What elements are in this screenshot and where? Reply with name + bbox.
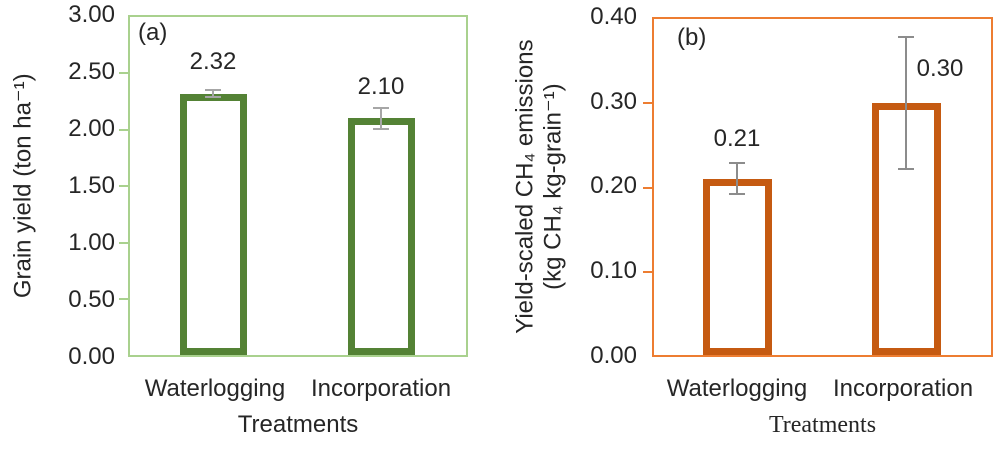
panel-b-ch4-emissions: Yield-scaled CH₄ emissions (kg CH₄ kg-gr… <box>500 0 1000 451</box>
panel-letter-a: (a) <box>138 19 168 46</box>
y-tick-mark <box>119 242 128 244</box>
plot-area-b: 0.21 0.30 <box>643 17 993 357</box>
x-axis-title-a: Treatments <box>237 411 359 438</box>
y-tick-label: 2.00 <box>68 115 115 142</box>
y-tick-label: 0.20 <box>590 172 637 199</box>
y-axis-title-b-line1: Yield-scaled CH₄ emissions <box>511 39 539 335</box>
y-tick-mark <box>643 187 652 189</box>
y-tick-mark <box>643 271 652 273</box>
bar-waterlogging-a <box>180 93 247 355</box>
category-label-waterlogging-a: Waterlogging <box>144 375 286 402</box>
y-tick-mark <box>119 129 128 131</box>
y-axis-title-wrap-b: Yield-scaled CH₄ emissions (kg CH₄ kg-gr… <box>502 17 576 357</box>
value-label-incorporation-a: 2.10 <box>357 73 405 100</box>
y-axis-title-b-line2: (kg CH₄ kg-grain⁻¹) <box>539 83 566 291</box>
y-tick-label: 3.00 <box>68 1 115 28</box>
y-tick-mark <box>643 102 652 104</box>
error-bar-incorporation-b <box>898 35 914 171</box>
y-tick-mark <box>119 298 128 300</box>
panel-a-grain-yield: Grain yield (ton ha⁻¹) 3.00 2.50 2.00 1.… <box>9 1 468 438</box>
y-tick-label: 0.00 <box>68 343 115 370</box>
y-tick-mark <box>119 185 128 187</box>
plot-area-a: 2.32 2.10 <box>119 15 468 357</box>
panel-letter-b: (b) <box>677 24 707 51</box>
category-label-waterlogging-b: Waterlogging <box>666 375 808 402</box>
value-label-waterlogging-a: 2.32 <box>189 48 237 75</box>
y-tick-label: 1.00 <box>68 229 115 256</box>
y-tick-mark <box>119 72 128 74</box>
value-label-incorporation-b: 0.30 <box>916 55 964 82</box>
y-tick-label: 2.50 <box>68 58 115 85</box>
y-tick-label: 1.50 <box>68 172 115 199</box>
y-tick-label: 0.30 <box>590 88 637 115</box>
y-tick-label: 0.50 <box>68 286 115 313</box>
category-label-incorporation-b: Incorporation <box>832 375 974 402</box>
x-axis-title-b: Treatments <box>768 412 877 438</box>
y-tick-label: 0.00 <box>590 342 637 369</box>
y-axis-title-b: Yield-scaled CH₄ emissions (kg CH₄ kg-gr… <box>511 40 566 334</box>
y-tick-label: 0.40 <box>590 3 637 30</box>
bar-waterlogging-b <box>703 178 772 355</box>
error-bar-waterlogging-b <box>729 161 745 196</box>
error-bar-incorporation-a <box>373 107 389 130</box>
category-label-incorporation-a: Incorporation <box>310 375 452 402</box>
error-bar-waterlogging-a <box>205 89 221 99</box>
y-tick-label: 0.10 <box>590 257 637 284</box>
value-label-waterlogging-b: 0.21 <box>713 125 761 152</box>
bar-incorporation-a <box>348 118 415 355</box>
